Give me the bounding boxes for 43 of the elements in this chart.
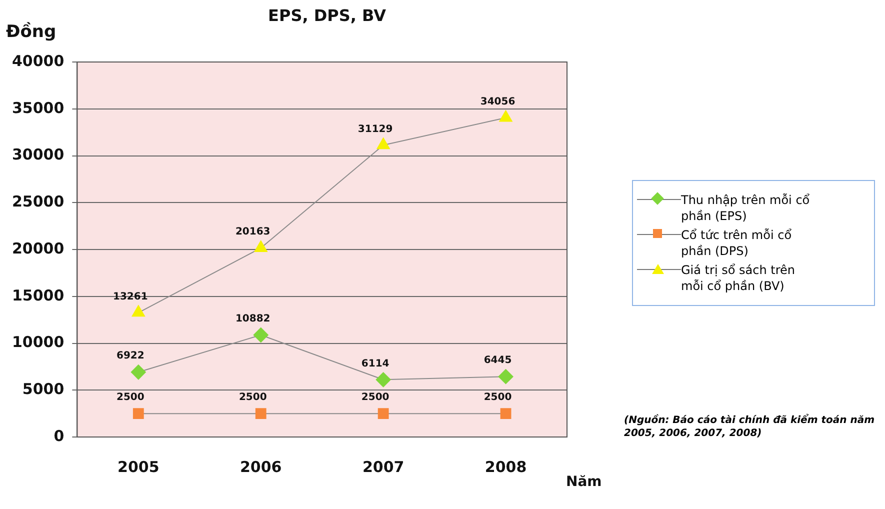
y-tick-label: 40000: [12, 52, 64, 70]
data-label: 2500: [116, 392, 144, 404]
data-label: 2500: [484, 392, 512, 404]
data-label: 31129: [358, 124, 393, 135]
point: [253, 327, 268, 342]
legend-label: Thu nhập trên mỗi cổ phần (EPS): [681, 192, 811, 224]
x-tick-label: 2006: [240, 458, 282, 476]
point: [376, 138, 390, 150]
data-label: 10882: [235, 314, 270, 325]
point: [255, 408, 266, 420]
data-label: 2500: [361, 392, 390, 404]
point: [376, 372, 391, 388]
y-tick-label: 25000: [12, 192, 64, 211]
y-tick-label: 10000: [12, 333, 64, 352]
data-label: 6922: [116, 350, 144, 362]
legend-label: Cổ tức trên mỗi cổ phần (DPS): [681, 227, 793, 259]
data-label: 6445: [484, 355, 512, 366]
point: [378, 408, 389, 420]
y-tick-label: 30000: [12, 146, 64, 164]
x-tick-label: 2005: [118, 458, 160, 476]
data-label: 6114: [361, 358, 390, 370]
text: (Nguồn: Báo cáo tài chính đã kiểm toán năm 2005, 2006, 2007, 2008): [624, 414, 876, 440]
data-label: 20163: [235, 226, 270, 238]
point: [132, 305, 145, 317]
legend-label: Giá trị sổ sách trên mỗi cổ phần (BV): [681, 262, 796, 294]
y-tick-label: 5000: [22, 380, 64, 398]
chart-title: EPS, DPS, BV: [267, 6, 387, 25]
x-tick-label: 2008: [484, 458, 527, 476]
data-label: 34056: [480, 96, 516, 108]
point: [499, 110, 512, 122]
point: [498, 369, 514, 384]
y-tick-label: 0: [54, 426, 64, 445]
x-axis-title: Năm: [566, 474, 602, 490]
y-tick-label: 35000: [12, 98, 64, 117]
point: [130, 364, 146, 380]
point: [500, 408, 512, 420]
y-axis-title: Đồng: [6, 22, 56, 42]
point: [132, 408, 144, 420]
x-tick-label: 2007: [362, 458, 404, 476]
data-label: 2500: [238, 392, 267, 404]
y-tick-label: 15000: [12, 286, 64, 304]
point: [254, 240, 268, 252]
y-tick-label: 20000: [12, 239, 64, 258]
